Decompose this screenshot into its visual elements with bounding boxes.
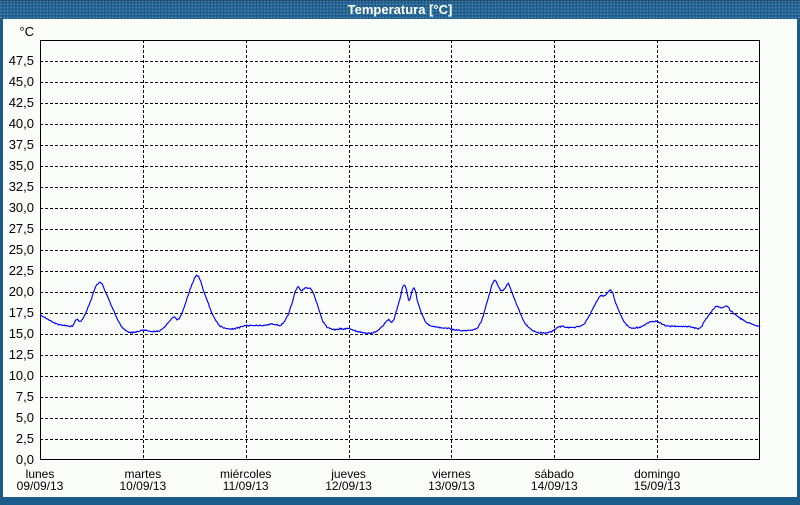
svg-text:2,5: 2,5	[16, 431, 34, 446]
svg-text:25,0: 25,0	[9, 242, 34, 257]
svg-text:13/09/13: 13/09/13	[428, 479, 475, 493]
svg-text:14/09/13: 14/09/13	[531, 479, 578, 493]
svg-text:11/09/13: 11/09/13	[223, 479, 269, 493]
svg-text:10/09/13: 10/09/13	[120, 479, 167, 493]
svg-text:45,0: 45,0	[9, 74, 34, 89]
svg-text:0,0: 0,0	[16, 452, 34, 467]
svg-text:09/09/13: 09/09/13	[17, 479, 64, 493]
svg-text:27,5: 27,5	[9, 221, 34, 236]
svg-text:22,5: 22,5	[9, 263, 34, 278]
svg-text:°C: °C	[19, 24, 34, 39]
svg-text:7,5: 7,5	[16, 389, 34, 404]
svg-text:40,0: 40,0	[9, 116, 34, 131]
svg-text:5,0: 5,0	[16, 410, 34, 425]
svg-text:35,0: 35,0	[9, 158, 34, 173]
svg-text:10,0: 10,0	[9, 368, 34, 383]
svg-text:37,5: 37,5	[9, 137, 34, 152]
svg-text:12/09/13: 12/09/13	[325, 479, 372, 493]
svg-text:32,5: 32,5	[9, 179, 34, 194]
svg-text:17,5: 17,5	[9, 305, 34, 320]
svg-text:15/09/13: 15/09/13	[634, 479, 681, 493]
svg-text:30,0: 30,0	[9, 200, 34, 215]
svg-text:20,0: 20,0	[9, 284, 34, 299]
svg-text:47,5: 47,5	[9, 53, 34, 68]
svg-text:12,5: 12,5	[9, 347, 34, 362]
svg-text:15,0: 15,0	[9, 326, 34, 341]
svg-text:42,5: 42,5	[9, 95, 34, 110]
